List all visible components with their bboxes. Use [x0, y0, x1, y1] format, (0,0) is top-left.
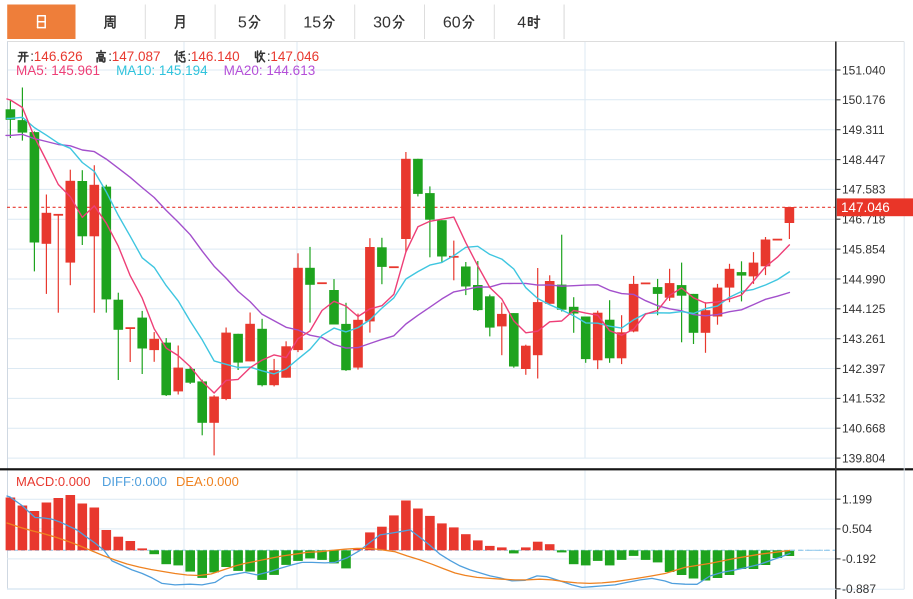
- svg-text::: :: [267, 49, 271, 64]
- svg-text:15: 15: [303, 14, 321, 31]
- svg-text:143.261: 143.261: [842, 332, 886, 346]
- svg-text::: :: [30, 49, 34, 64]
- svg-text:147.046: 147.046: [841, 200, 890, 215]
- svg-text:146.626: 146.626: [34, 49, 83, 64]
- svg-text:150.176: 150.176: [842, 93, 886, 107]
- svg-text:-0.192: -0.192: [842, 552, 876, 566]
- svg-text:60: 60: [443, 14, 461, 31]
- svg-text:147.583: 147.583: [842, 183, 886, 197]
- svg-text::: :: [187, 49, 191, 64]
- svg-text:0.504: 0.504: [842, 522, 872, 536]
- svg-text:147.046: 147.046: [270, 49, 319, 64]
- svg-text:151.040: 151.040: [842, 63, 886, 77]
- svg-text:-0.887: -0.887: [842, 582, 876, 596]
- svg-text:141.532: 141.532: [842, 392, 886, 406]
- svg-text:144.990: 144.990: [842, 272, 886, 286]
- svg-text:147.087: 147.087: [112, 49, 161, 64]
- svg-text:146.140: 146.140: [191, 49, 240, 64]
- svg-text:1.199: 1.199: [842, 493, 872, 507]
- svg-text:4: 4: [517, 14, 526, 31]
- svg-text:144.125: 144.125: [842, 302, 886, 316]
- svg-text:142.397: 142.397: [842, 362, 886, 376]
- svg-text:145.854: 145.854: [842, 242, 886, 256]
- svg-text:140.668: 140.668: [842, 422, 886, 436]
- svg-text:5: 5: [238, 14, 247, 31]
- svg-text:149.311: 149.311: [842, 123, 885, 137]
- svg-text::: :: [108, 49, 112, 64]
- svg-text:30: 30: [373, 14, 391, 31]
- svg-text:148.447: 148.447: [842, 153, 886, 167]
- svg-text:139.804: 139.804: [842, 451, 886, 465]
